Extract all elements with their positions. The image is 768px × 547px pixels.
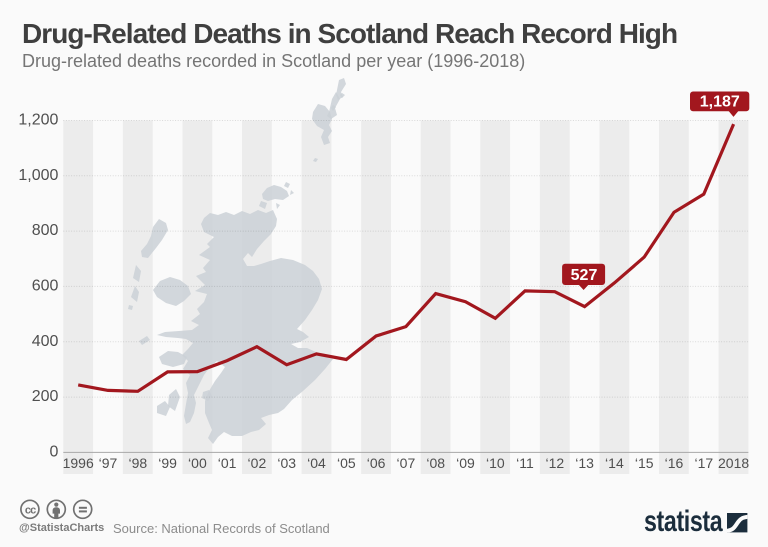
svg-text:‘15: ‘15 xyxy=(635,455,654,471)
svg-text:‘97: ‘97 xyxy=(99,455,118,471)
svg-text:‘10: ‘10 xyxy=(486,455,505,471)
svg-text:‘14: ‘14 xyxy=(605,455,624,471)
svg-text:‘98: ‘98 xyxy=(128,455,147,471)
svg-text:1,187: 1,187 xyxy=(700,93,740,110)
svg-text:‘07: ‘07 xyxy=(397,455,416,471)
svg-text:‘02: ‘02 xyxy=(248,455,267,471)
svg-text:400: 400 xyxy=(32,333,59,350)
svg-text:‘06: ‘06 xyxy=(367,455,386,471)
svg-text:‘00: ‘00 xyxy=(188,455,207,471)
svg-text:1,000: 1,000 xyxy=(18,167,58,184)
svg-text:‘09: ‘09 xyxy=(456,455,475,471)
svg-text:‘13: ‘13 xyxy=(575,455,594,471)
svg-text:cc: cc xyxy=(25,504,36,516)
svg-text:‘01: ‘01 xyxy=(218,455,237,471)
svg-text:‘04: ‘04 xyxy=(307,455,326,471)
svg-text:200: 200 xyxy=(32,388,59,405)
svg-text:‘03: ‘03 xyxy=(277,455,296,471)
svg-text:1996: 1996 xyxy=(63,455,94,471)
svg-text:2018: 2018 xyxy=(718,455,749,471)
svg-text:1,200: 1,200 xyxy=(18,112,58,129)
svg-text:‘11: ‘11 xyxy=(516,455,534,471)
svg-text:0: 0 xyxy=(49,443,58,460)
svg-text:‘17: ‘17 xyxy=(694,455,713,471)
svg-text:‘05: ‘05 xyxy=(337,455,356,471)
svg-text:‘12: ‘12 xyxy=(545,455,564,471)
svg-text:‘08: ‘08 xyxy=(426,455,445,471)
svg-text:‘16: ‘16 xyxy=(665,455,684,471)
svg-text:600: 600 xyxy=(32,277,59,294)
svg-text:‘99: ‘99 xyxy=(158,455,177,471)
svg-text:800: 800 xyxy=(32,222,59,239)
svg-text:527: 527 xyxy=(571,267,598,284)
